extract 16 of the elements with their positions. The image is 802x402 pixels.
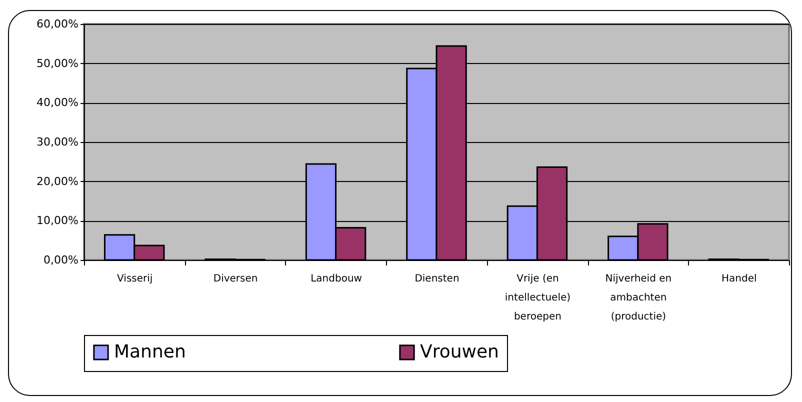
x-tick-label: Landbouw: [310, 274, 362, 284]
x-tick-label: Diversen: [213, 274, 258, 284]
y-tick-label: 60,00%: [36, 18, 78, 30]
y-tick-label: 10,00%: [36, 214, 78, 228]
legend-label: Mannen: [114, 341, 186, 362]
x-tick-label: Diensten: [414, 274, 460, 284]
y-tick-label: 20,00%: [36, 174, 78, 188]
y-tick-label: 30,00%: [36, 136, 78, 148]
x-tick-label: Handel: [722, 274, 757, 284]
y-tick-label: 50,00%: [36, 56, 78, 70]
legend-label: Vrouwen: [420, 341, 499, 362]
x-tick-label: Vrije (en intellectuele) beroepen: [504, 274, 571, 322]
x-tick-label: Nijverheid en ambachten (productie): [605, 274, 672, 322]
x-tick-label: Visserij: [117, 274, 153, 284]
y-tick-label: 40,00%: [36, 96, 78, 110]
y-tick-label: 0,00%: [44, 254, 78, 266]
